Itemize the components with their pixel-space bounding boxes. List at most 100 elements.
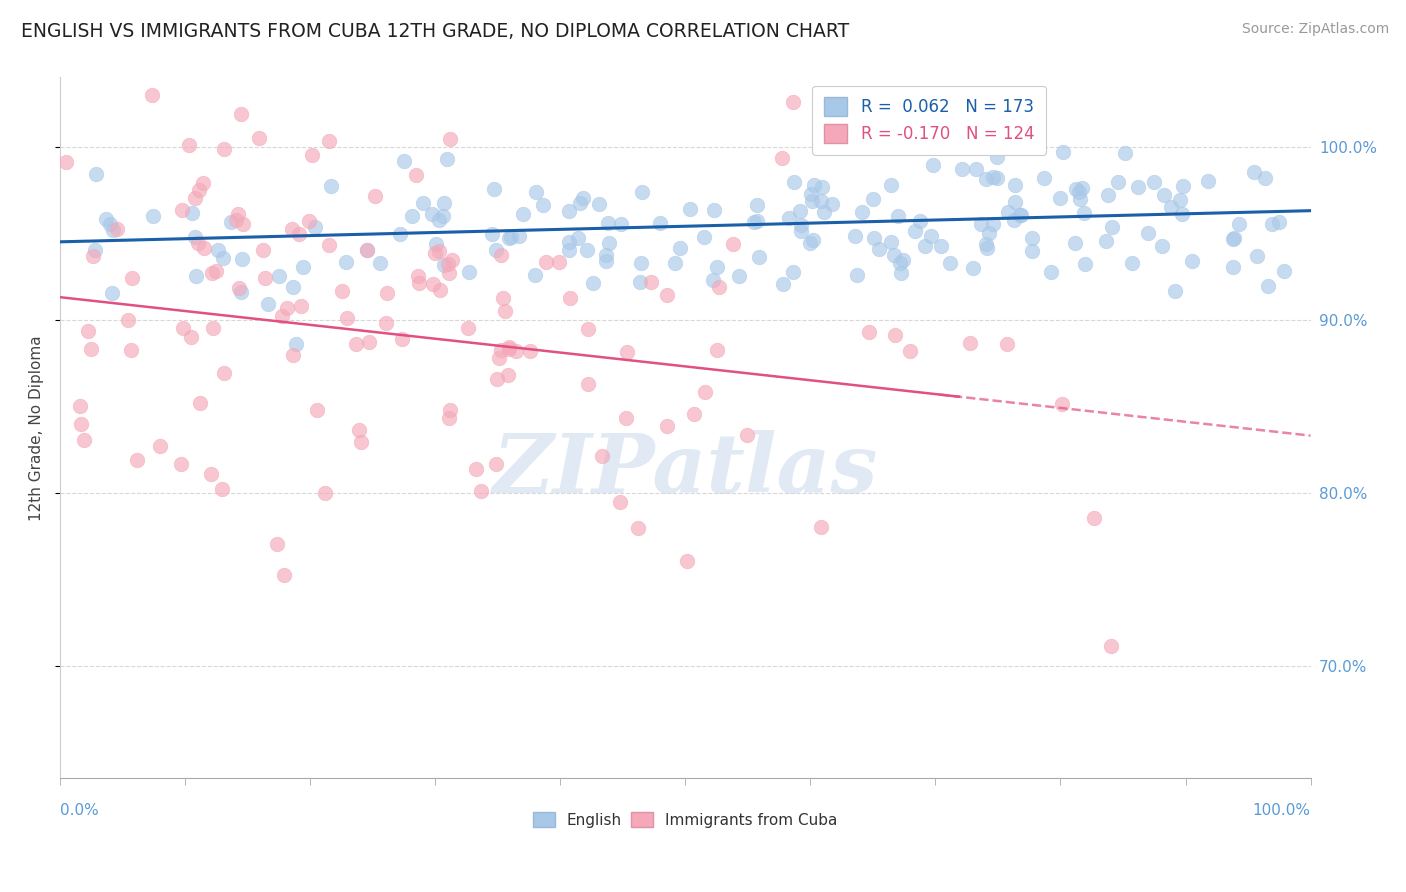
Point — [1095, 235, 1118, 249]
Point — [184, 268, 207, 283]
Point — [986, 150, 1008, 164]
Point — [567, 231, 589, 245]
Point — [664, 256, 686, 270]
Point — [94, 212, 117, 227]
Point — [253, 270, 276, 285]
Point — [1171, 207, 1194, 221]
Point — [1073, 205, 1095, 219]
Point — [1268, 215, 1291, 229]
Point — [425, 246, 447, 260]
Point — [1064, 182, 1087, 196]
Point — [344, 337, 367, 351]
Point — [783, 175, 806, 189]
Point — [481, 227, 503, 241]
Point — [321, 179, 343, 194]
Y-axis label: 12th Grade, No Diploma: 12th Grade, No Diploma — [30, 335, 44, 521]
Point — [205, 264, 228, 278]
Point — [610, 217, 633, 231]
Point — [883, 248, 905, 262]
Point — [890, 266, 912, 280]
Point — [782, 95, 804, 110]
Point — [693, 229, 716, 244]
Point — [1004, 195, 1026, 210]
Point — [548, 255, 571, 269]
Point — [392, 154, 415, 169]
Point — [457, 320, 479, 334]
Point — [628, 275, 651, 289]
Point — [986, 170, 1008, 185]
Point — [1039, 265, 1062, 279]
Point — [433, 258, 456, 272]
Point — [427, 212, 450, 227]
Point — [465, 462, 488, 476]
Point — [247, 131, 270, 145]
Point — [84, 167, 107, 181]
Point — [669, 241, 692, 255]
Point — [981, 170, 1004, 185]
Point — [273, 567, 295, 582]
Text: ZIPatlas: ZIPatlas — [492, 430, 879, 510]
Point — [231, 252, 253, 267]
Point — [290, 299, 312, 313]
Point — [1164, 285, 1187, 299]
Point — [283, 348, 305, 362]
Point — [228, 281, 250, 295]
Point — [707, 280, 730, 294]
Point — [868, 242, 890, 256]
Point — [498, 343, 520, 357]
Point — [1121, 255, 1143, 269]
Point — [846, 268, 869, 282]
Point — [810, 194, 832, 209]
Point — [723, 237, 745, 252]
Point — [82, 249, 104, 263]
Point — [880, 178, 903, 192]
Point — [432, 209, 454, 223]
Text: Source: ZipAtlas.com: Source: ZipAtlas.com — [1241, 22, 1389, 37]
Point — [1074, 257, 1097, 271]
Point — [425, 236, 447, 251]
Point — [523, 268, 546, 282]
Point — [650, 216, 672, 230]
Point — [505, 344, 527, 359]
Point — [962, 260, 984, 275]
Point — [778, 211, 800, 226]
Point — [408, 277, 430, 291]
Point — [1101, 219, 1123, 234]
Point — [683, 408, 706, 422]
Point — [200, 467, 222, 481]
Point — [84, 244, 107, 258]
Point — [595, 254, 617, 268]
Point — [1004, 178, 1026, 192]
Point — [1257, 278, 1279, 293]
Point — [950, 161, 973, 176]
Point — [356, 243, 378, 257]
Point — [811, 180, 834, 194]
Point — [1243, 165, 1265, 179]
Point — [920, 228, 942, 243]
Point — [735, 428, 758, 442]
Point — [125, 452, 148, 467]
Point — [141, 87, 163, 102]
Point — [276, 301, 298, 315]
Point — [482, 182, 505, 196]
Point — [201, 266, 224, 280]
Point — [356, 243, 378, 257]
Point — [232, 217, 254, 231]
Point — [1227, 217, 1250, 231]
Point — [1260, 217, 1282, 231]
Point — [883, 327, 905, 342]
Point — [616, 344, 638, 359]
Point — [1049, 191, 1071, 205]
Point — [330, 285, 353, 299]
Point — [862, 192, 884, 206]
Point — [558, 204, 581, 219]
Point — [679, 202, 702, 216]
Point — [375, 286, 398, 301]
Point — [420, 207, 443, 221]
Point — [851, 205, 873, 219]
Point — [789, 204, 811, 219]
Point — [336, 310, 359, 325]
Point — [581, 276, 603, 290]
Point — [1222, 232, 1244, 246]
Point — [301, 147, 323, 161]
